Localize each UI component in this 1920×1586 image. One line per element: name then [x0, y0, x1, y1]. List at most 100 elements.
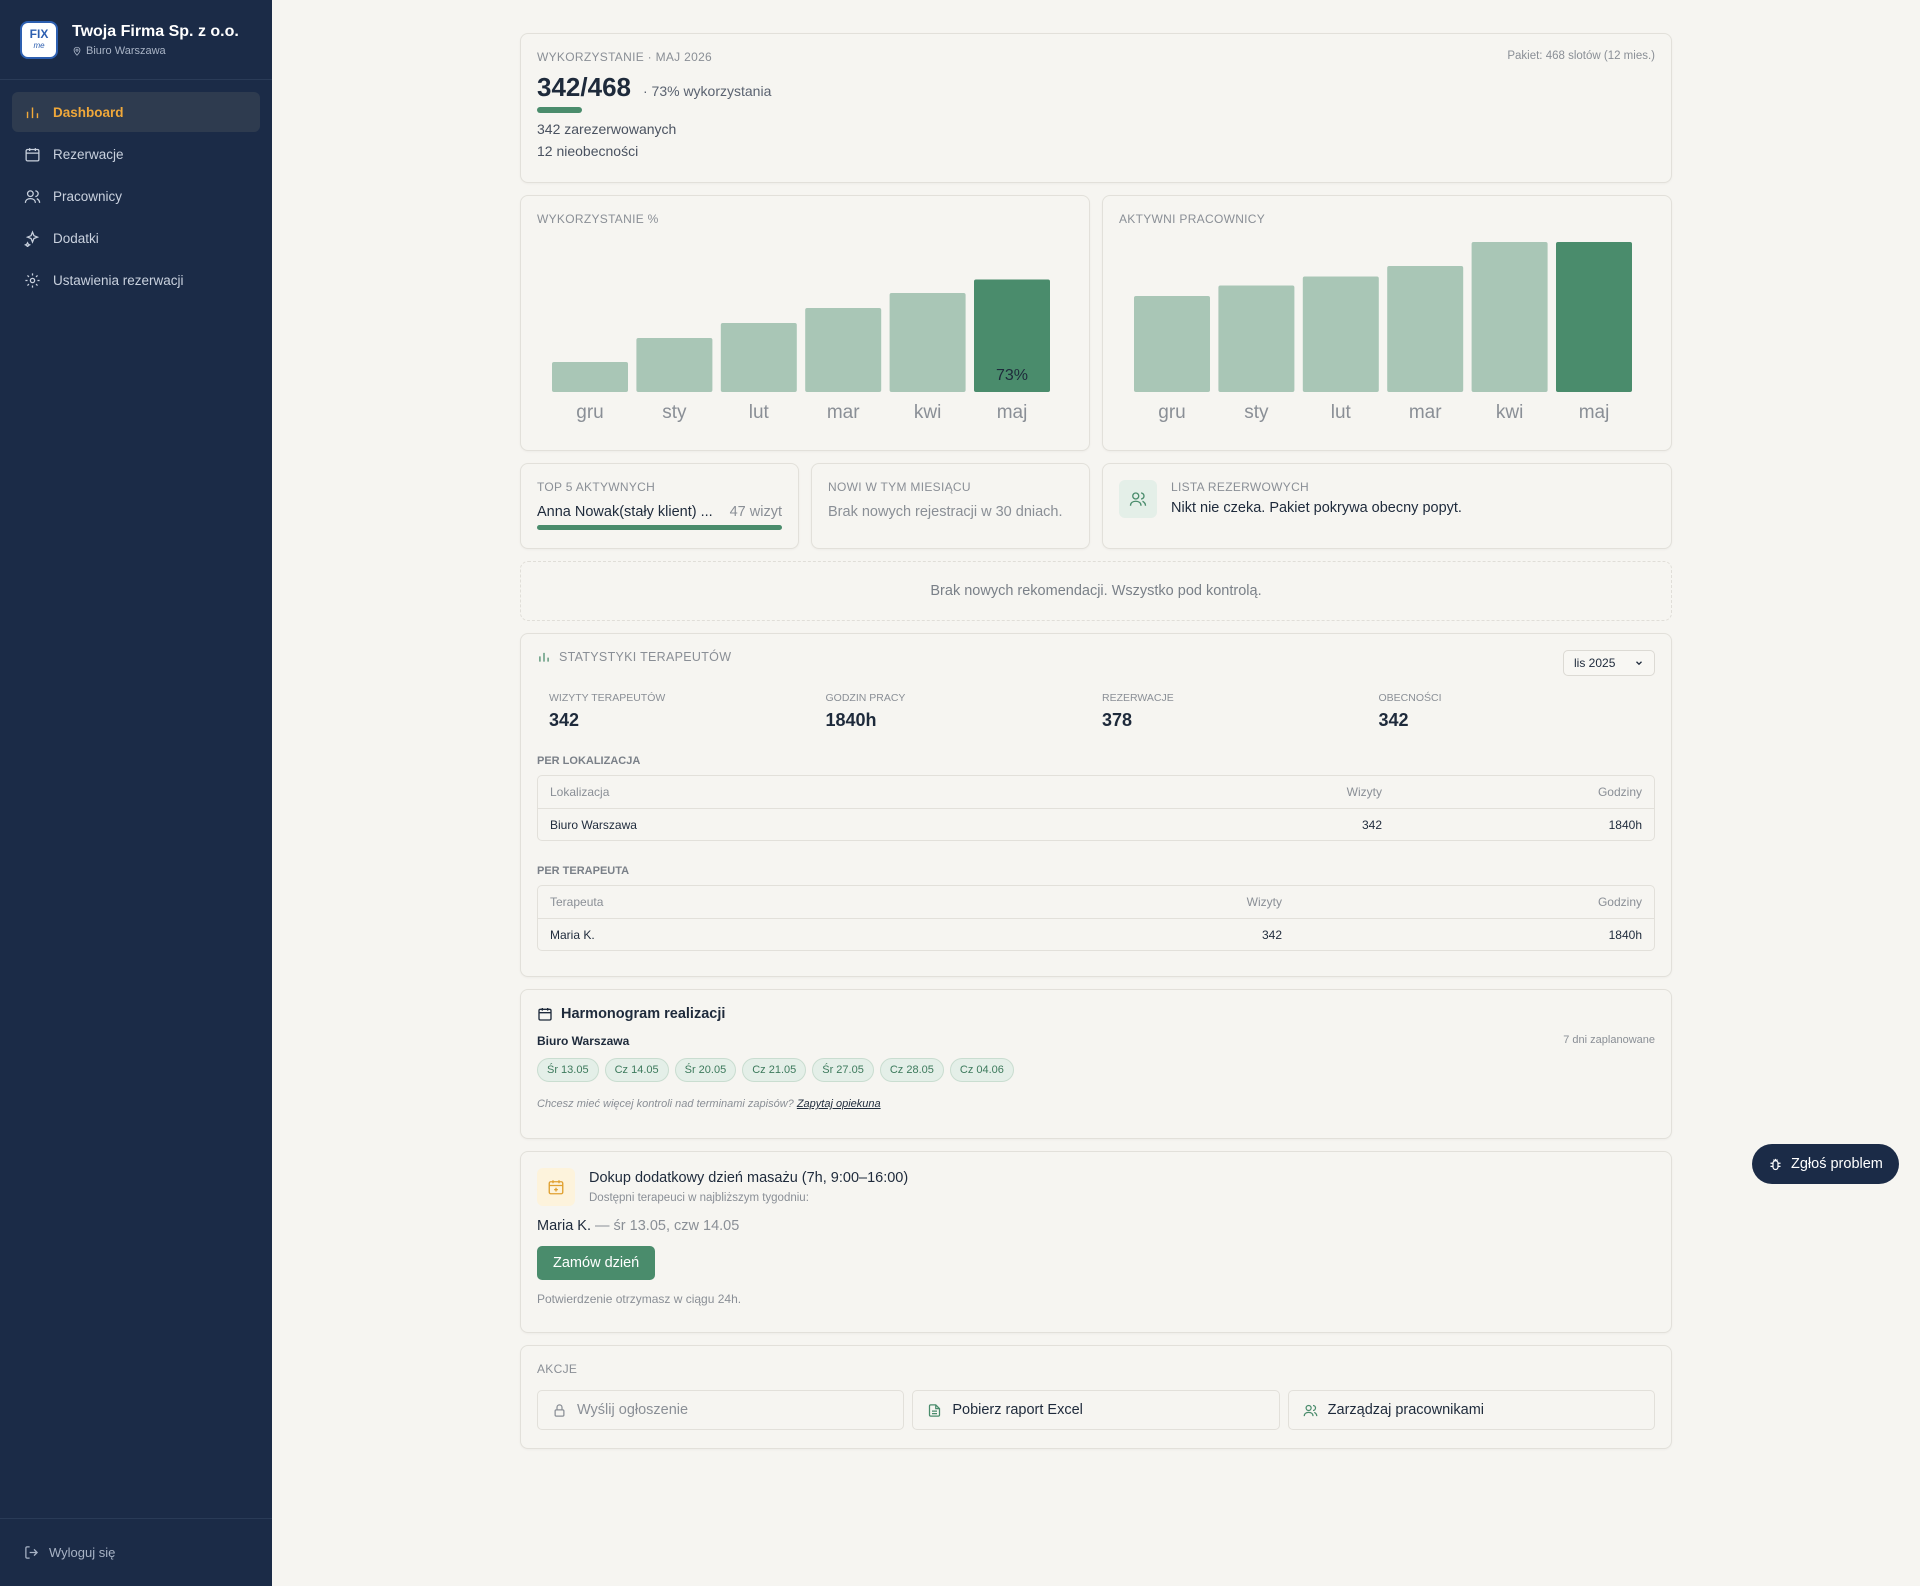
waitlist-card: LISTA REZERWOWYCH Nikt nie czeka. Pakiet…: [1102, 463, 1672, 549]
employees-chart: gru sty lut mar kwi maj: [1134, 242, 1632, 423]
schedule-location: Biuro Warszawa: [537, 1034, 630, 1048]
employees-chart-card: AKTYWNI PRACOWNICY gru sty lut mar kwi maj: [1102, 195, 1672, 451]
chart-tick-label: kwi: [914, 402, 941, 423]
chart-bar: [720, 323, 797, 392]
bug-icon: [1770, 1158, 1781, 1170]
chart-tick-label: kwi: [1496, 402, 1523, 423]
new-members-label: NOWI W TYM MIESIĄCU: [828, 480, 971, 494]
top5-progress-bar: [537, 525, 782, 530]
kpi-label: OBECNOŚCI: [1378, 692, 1442, 704]
chart-tick-label: sty: [1244, 402, 1269, 423]
pin-icon: [73, 46, 81, 56]
chevron-down-icon: [1636, 661, 1642, 666]
sidebar-item-pracownicy[interactable]: Pracownicy: [12, 176, 260, 216]
waitlist-text: Nikt nie czeka. Pakiet pokrywa obecny po…: [1171, 500, 1462, 516]
chart-bar: [805, 308, 882, 392]
logout-button[interactable]: Wyloguj się: [0, 1518, 272, 1586]
usage-card: WYKORZYSTANIE · MAJ 2026 Pakiet: 468 slo…: [520, 33, 1672, 183]
actions-label: AKCJE: [537, 1362, 578, 1376]
report-problem-button[interactable]: Zgłoś problem: [1752, 1144, 1899, 1184]
top5-label: TOP 5 AKTYWNYCH: [537, 480, 656, 494]
report-label: Zgłoś problem: [1791, 1156, 1883, 1172]
manage-employees-button[interactable]: Zarządzaj pracownikami: [1287, 1390, 1655, 1430]
package-info: Pakiet: 468 slotów (12 mies.): [1507, 50, 1655, 62]
kpi-value: 1840h: [825, 710, 877, 730]
table-cell: 1840h: [1608, 927, 1642, 942]
chart-tick-label: lut: [1331, 402, 1352, 423]
gear-icon: [25, 272, 40, 288]
extra-day-subtitle: Dostępni terapeuci w najbliższym tygodni…: [589, 1192, 809, 1204]
new-members-text: Brak nowych rejestracji w 30 dniach.: [828, 504, 1063, 520]
action-label: Wyślij ogłoszenie: [577, 1402, 689, 1418]
schedule-title: Harmonogram realizacji: [561, 1006, 726, 1022]
kpi-hours: GODZIN PRACY 1840h: [826, 692, 1103, 731]
kpi-label: GODZIN PRACY: [825, 692, 906, 704]
table-cell: 1840h: [1608, 817, 1642, 832]
bar-chart-icon: [26, 107, 39, 118]
order-day-button[interactable]: Zamów dzień: [537, 1246, 656, 1280]
day-chip: Cz 14.05: [604, 1058, 669, 1082]
usage-progress-bar: [537, 107, 582, 113]
sidebar-item-label: Ustawienia rezerwacji: [53, 272, 184, 288]
calendar-icon: [538, 1008, 552, 1021]
schedule-planned: 7 dni zaplanowane: [1563, 1034, 1655, 1046]
usage-chart: gru sty lut mar kwi maj 73%: [552, 279, 1050, 423]
schedule-days: Śr 13.05 Cz 14.05 Śr 20.05 Cz 21.05 Śr 2…: [537, 1058, 1655, 1082]
kpi-value: 342: [549, 710, 580, 730]
logout-label: Wyloguj się: [49, 1545, 116, 1560]
ask-advisor-link[interactable]: Zapytaj opiekuna: [796, 1098, 881, 1110]
day-chip: Śr 20.05: [674, 1058, 737, 1082]
per-location-label: PER LOKALIZACJA: [537, 755, 641, 767]
day-chip: Cz 28.05: [879, 1058, 944, 1082]
table-header: Terapeuta Wizyty Godziny: [538, 886, 1654, 918]
sidebar-nav: Dashboard Rezerwacje Pracownicy Dodatki …: [0, 80, 272, 314]
action-label: Zarządzaj pracownikami: [1327, 1402, 1484, 1418]
kpi-attendance: OBECNOŚCI 342: [1379, 692, 1656, 731]
calendar-plus-icon: [537, 1168, 575, 1206]
company-name: Twoja Firma Sp. z o.o.: [72, 22, 239, 40]
brand: FIX me Twoja Firma Sp. z o.o. Biuro Wars…: [0, 0, 272, 80]
col-header: Lokalizacja: [550, 785, 610, 799]
sidebar: FIX me Twoja Firma Sp. z o.o. Biuro Wars…: [0, 0, 272, 1586]
sidebar-item-dodatki[interactable]: Dodatki: [12, 218, 260, 258]
chart-tick-label: gru: [576, 402, 603, 423]
per-therapist-table: Terapeuta Wizyty Godziny Maria K. 342 18…: [537, 885, 1655, 951]
day-chip: Śr 27.05: [812, 1058, 874, 1082]
chart-tick-label: maj: [997, 402, 1028, 423]
usage-value: 342/468: [537, 72, 631, 102]
actions-card: AKCJE Wyślij ogłoszenie Pobierz raport E…: [520, 1345, 1672, 1449]
send-announcement-button[interactable]: Wyślij ogłoszenie: [537, 1390, 905, 1430]
top5-count: 47 wizyt: [729, 504, 782, 520]
schedule-card: Harmonogram realizacji Biuro Warszawa 7 …: [520, 989, 1672, 1139]
period-select[interactable]: lis 2025: [1563, 650, 1655, 676]
per-location-table: Lokalizacja Wizyty Godziny Biuro Warszaw…: [537, 775, 1655, 841]
sparkle-icon: [24, 229, 40, 247]
waitlist-label: LISTA REZERWOWYCH: [1171, 480, 1310, 494]
chart-tick-label: sty: [662, 402, 687, 423]
chart-bar: [552, 362, 628, 392]
col-header: Wizyty: [1346, 785, 1382, 799]
period-value: lis 2025: [1574, 656, 1616, 670]
logo-sub: me: [33, 40, 45, 50]
extra-day-card: Dokup dodatkowy dzień masażu (7h, 9:00–1…: [520, 1151, 1672, 1333]
chart-tick-label: gru: [1158, 402, 1185, 423]
sidebar-item-label: Dashboard: [53, 104, 124, 120]
stats-title: STATYSTYKI TERAPEUTÓW: [559, 650, 732, 664]
chart-bar: [1556, 242, 1632, 392]
logo-text: FIX: [29, 26, 49, 41]
sidebar-item-dashboard[interactable]: Dashboard: [12, 92, 260, 132]
top5-name: Anna Nowak(stały klient) ...: [537, 504, 713, 520]
day-chip: Śr 13.05: [537, 1058, 599, 1082]
download-excel-button[interactable]: Pobierz raport Excel: [912, 1390, 1280, 1430]
recommendations-banner: Brak nowych rekomendacji. Wszystko pod k…: [520, 561, 1672, 621]
location-label: Biuro Warszawa: [86, 44, 166, 57]
sidebar-item-label: Pracownicy: [53, 188, 123, 204]
chart-tick-label: maj: [1579, 402, 1610, 423]
bar-chart-icon: [539, 652, 549, 662]
sidebar-item-ustawienia[interactable]: Ustawienia rezerwacji: [12, 260, 260, 300]
usage-percent: · 73% wykorzystania: [642, 83, 772, 99]
day-chip: Cz 04.06: [949, 1058, 1014, 1082]
sidebar-item-rezerwacje[interactable]: Rezerwacje: [12, 134, 260, 174]
sidebar-item-label: Rezerwacje: [53, 146, 124, 162]
chart-bar: [1134, 296, 1210, 392]
